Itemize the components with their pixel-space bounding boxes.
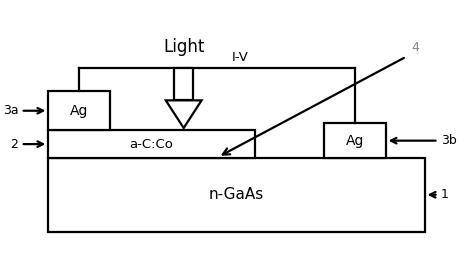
Text: a-C:Co: a-C:Co xyxy=(130,138,174,151)
Bar xyxy=(48,130,255,158)
Text: 4: 4 xyxy=(411,41,419,54)
Text: 2: 2 xyxy=(10,138,18,151)
Bar xyxy=(324,123,386,158)
Text: 3a: 3a xyxy=(3,104,18,117)
Bar xyxy=(48,158,425,232)
Text: n-GaAs: n-GaAs xyxy=(209,187,264,202)
Text: Light: Light xyxy=(163,38,204,56)
Bar xyxy=(48,91,110,130)
Text: I-V: I-V xyxy=(231,51,248,65)
Text: 1: 1 xyxy=(441,188,449,201)
Text: Ag: Ag xyxy=(346,134,364,148)
Polygon shape xyxy=(166,100,202,128)
Text: 3b: 3b xyxy=(441,134,456,147)
Bar xyxy=(174,68,194,100)
Text: Ag: Ag xyxy=(70,104,88,118)
